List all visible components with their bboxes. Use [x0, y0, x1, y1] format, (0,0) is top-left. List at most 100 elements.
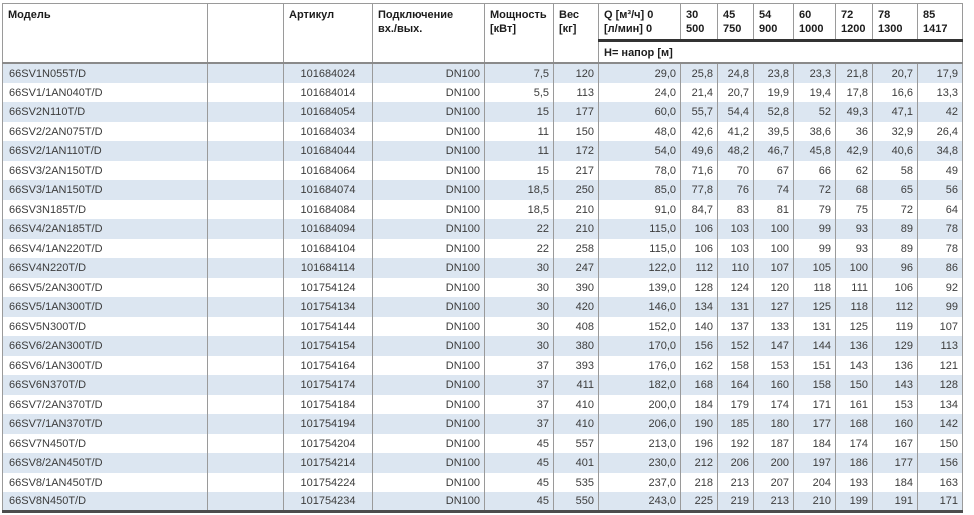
model-cell: 66SV8N450T/D [2, 492, 208, 512]
head-value-cell: 64 [917, 199, 963, 220]
weight-cell: 258 [553, 238, 599, 259]
col-header-connection: Подключение вх./вых. [372, 3, 485, 65]
head-value-cell: 23,8 [753, 63, 794, 83]
q0-head-cell: 54,0 [598, 141, 681, 161]
flow-lmin-value: 900 [759, 23, 778, 36]
connection-cell: DN100 [372, 277, 485, 298]
head-value-cell: 197 [793, 453, 836, 473]
col-header-weight-line1: Вес [559, 9, 580, 21]
model-cell: 66SV2/1AN110T/D [2, 141, 208, 161]
head-value-cell: 86 [917, 258, 963, 278]
power-cell: 11 [484, 141, 554, 161]
power-cell: 37 [484, 414, 554, 434]
flow-lmin-value: 1300 [878, 23, 903, 36]
pump-spec-table: Модель Артикул Подключение вх./вых. Мощн… [2, 3, 963, 514]
head-value-cell: 174 [753, 394, 794, 415]
head-value-cell: 163 [917, 472, 963, 493]
head-value-cell: 92 [917, 277, 963, 298]
weight-cell: 401 [553, 453, 599, 473]
head-value-cell: 70 [717, 160, 754, 181]
head-value-cell: 107 [917, 316, 963, 337]
q0-head-cell: 122,0 [598, 258, 681, 278]
head-value-cell: 196 [680, 433, 718, 454]
head-value-cell: 153 [753, 355, 794, 376]
q0-head-cell: 48,0 [598, 121, 681, 142]
head-value-cell: 83 [717, 199, 754, 220]
table-row: 66SV1/1AN040T/D 101684014 DN100 5,5 113 24,0 2… [2, 82, 963, 103]
flow-m3h-value: 72 [841, 9, 854, 21]
head-value-cell: 49 [917, 160, 963, 181]
head-value-cell: 20,7 [717, 82, 754, 103]
head-value-cell: 17,8 [835, 82, 873, 103]
col-header-model: Модель [2, 3, 208, 65]
spacer-cell [207, 102, 284, 122]
connection-cell: DN100 [372, 180, 485, 200]
head-value-cell: 105 [793, 258, 836, 278]
head-value-cell: 118 [835, 297, 873, 317]
head-value-cell: 47,1 [872, 102, 918, 122]
head-value-cell: 93 [835, 219, 873, 239]
head-value-cell: 207 [753, 472, 794, 493]
head-value-cell: 200 [753, 453, 794, 473]
q0-head-cell: 60,0 [598, 102, 681, 122]
table-row: 66SV8N450T/D 101754234 DN100 45 550 243,0 225 2… [2, 492, 963, 512]
q0-head-cell: 139,0 [598, 277, 681, 298]
table-row: 66SV2/2AN075T/D 101684034 DN100 11 150 48,0 42… [2, 121, 963, 142]
table-row: 66SV3/1AN150T/D 101684074 DN100 18,5 250 85,0… [2, 180, 963, 200]
model-cell: 66SV1/1AN040T/D [2, 82, 208, 103]
table-row: 66SV4/2AN185T/D 101684094 DN100 22 210 115,0 1… [2, 219, 963, 239]
head-value-cell: 100 [753, 219, 794, 239]
weight-cell: 113 [553, 82, 599, 103]
spacer-cell [207, 258, 284, 278]
spacer-cell [207, 375, 284, 395]
col-header-power-line2: [кВт] [490, 23, 517, 36]
table-row: 66SV5/1AN300T/D 101754134 DN100 30 420 146,0 1… [2, 297, 963, 317]
head-value-cell: 161 [835, 394, 873, 415]
model-cell: 66SV5/2AN300T/D [2, 277, 208, 298]
head-value-cell: 16,6 [872, 82, 918, 103]
head-value-cell: 225 [680, 492, 718, 512]
power-cell: 45 [484, 492, 554, 512]
head-value-cell: 190 [680, 414, 718, 434]
head-value-cell: 125 [793, 297, 836, 317]
head-value-cell: 168 [835, 414, 873, 434]
table-header: Модель Артикул Подключение вх./вых. Мощн… [2, 3, 963, 65]
head-value-cell: 89 [872, 219, 918, 239]
head-value-cell: 75 [835, 199, 873, 220]
head-value-cell: 210 [793, 492, 836, 512]
head-value-cell: 68 [835, 180, 873, 200]
head-value-cell: 65 [872, 180, 918, 200]
connection-cell: DN100 [372, 414, 485, 434]
weight-cell: 535 [553, 472, 599, 493]
table-row: 66SV7/1AN370T/D 101754194 DN100 37 410 206,0 1… [2, 414, 963, 434]
spacer-cell [207, 433, 284, 454]
head-value-cell: 158 [717, 355, 754, 376]
model-cell: 66SV6/2AN300T/D [2, 336, 208, 356]
col-header-q-line1: Q [м³/ч] 0 [604, 9, 654, 21]
head-value-cell: 112 [680, 258, 718, 278]
table-row: 66SV5/2AN300T/D 101754124 DN100 30 390 139,0 1… [2, 277, 963, 298]
model-cell: 66SV3N185T/D [2, 199, 208, 220]
head-value-cell: 136 [835, 336, 873, 356]
head-value-cell: 204 [793, 472, 836, 493]
spacer-cell [207, 219, 284, 239]
weight-cell: 420 [553, 297, 599, 317]
head-value-cell: 142 [917, 414, 963, 434]
header-row-head-band: Н= напор [м] [3, 40, 963, 65]
table-row: 66SV5N300T/D 101754144 DN100 30 408 152,0 140 1… [2, 316, 963, 337]
connection-cell: DN100 [372, 141, 485, 161]
weight-cell: 247 [553, 258, 599, 278]
head-value-cell: 119 [872, 316, 918, 337]
connection-cell: DN100 [372, 238, 485, 259]
head-value-cell: 81 [753, 199, 794, 220]
head-value-cell: 100 [835, 258, 873, 278]
table-row: 66SV6/2AN300T/D 101754154 DN100 30 380 170,0 1… [2, 336, 963, 356]
head-value-cell: 58 [872, 160, 918, 181]
head-value-cell: 171 [793, 394, 836, 415]
head-value-cell: 124 [717, 277, 754, 298]
article-cell: 101684024 [283, 63, 373, 83]
model-cell: 66SV5N300T/D [2, 316, 208, 337]
weight-cell: 210 [553, 219, 599, 239]
article-cell: 101684054 [283, 102, 373, 122]
article-cell: 101754194 [283, 414, 373, 434]
